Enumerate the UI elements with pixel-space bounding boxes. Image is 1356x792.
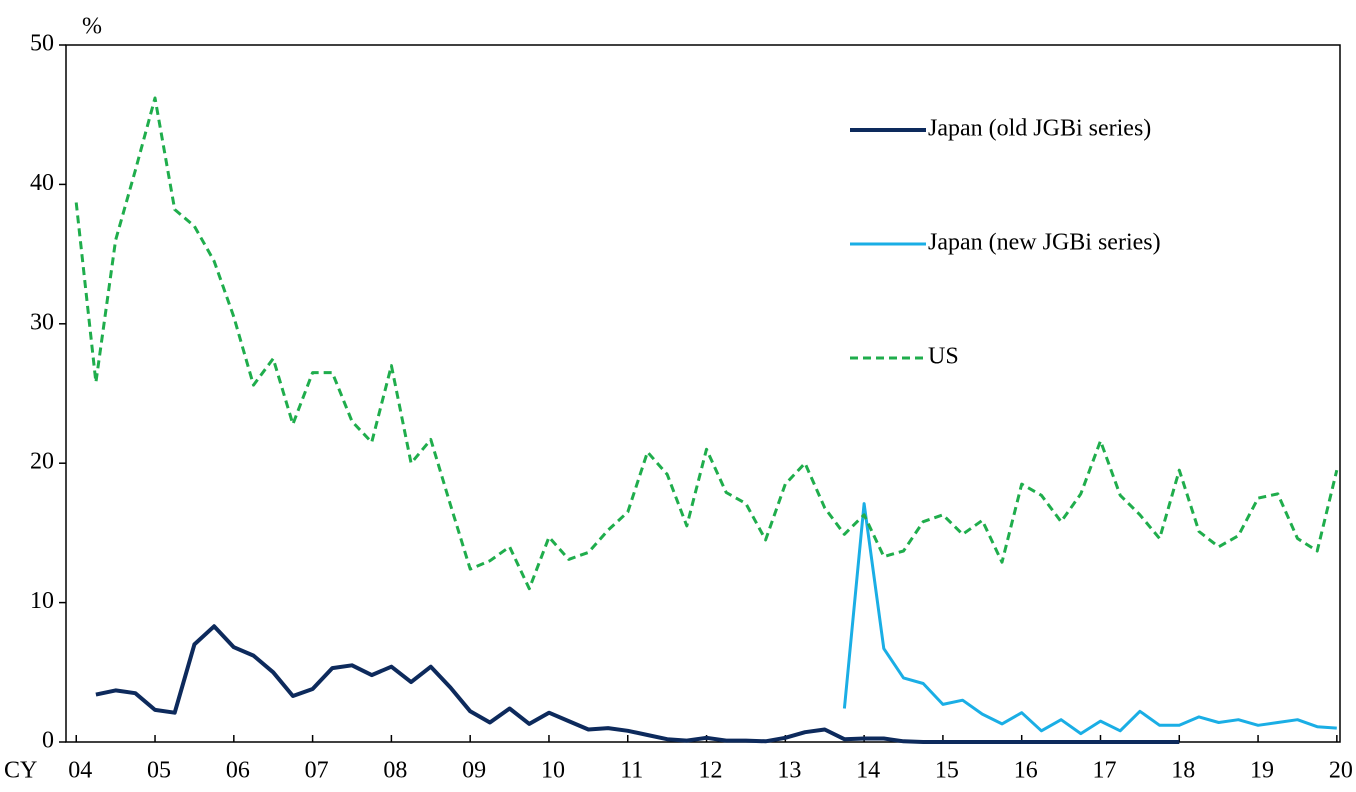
x-tick-label: 18 [1171, 758, 1195, 784]
series-line [842, 502, 1337, 736]
x-tick-label: 09 [462, 758, 486, 784]
plot-frame [65, 44, 1341, 743]
legend-label: Japan (new JGBi series) [928, 230, 1161, 256]
legend-label: US [928, 344, 959, 370]
y-tick-label: 20 [30, 449, 54, 475]
y-tick-label: 40 [30, 170, 54, 196]
series-line [74, 96, 1339, 591]
x-tick-label: 17 [1092, 758, 1116, 784]
x-tick-label: 08 [383, 758, 407, 784]
x-tick-label: 20 [1329, 758, 1353, 784]
x-tick-label: 11 [620, 758, 643, 784]
legend-label: Japan (old JGBi series) [928, 116, 1151, 142]
x-tick-label: 07 [305, 758, 329, 784]
x-tick-label: 05 [147, 758, 171, 784]
y-tick-label: 0 [42, 728, 54, 754]
series-line [95, 624, 1180, 744]
x-tick-label: 15 [935, 758, 959, 784]
y-tick-label: 50 [30, 31, 54, 57]
x-tick-label: 06 [226, 758, 250, 784]
x-tick-label: 16 [1014, 758, 1038, 784]
x-unit-label: CY [4, 758, 37, 784]
x-tick-label: 19 [1250, 758, 1274, 784]
x-tick-label: 14 [856, 758, 880, 784]
y-tick-label: 10 [30, 588, 54, 614]
x-tick-label: 12 [699, 758, 723, 784]
x-tick-label: 04 [68, 758, 92, 784]
y-unit-label: % [82, 14, 102, 40]
x-tick-label: 13 [777, 758, 801, 784]
x-tick-label: 10 [541, 758, 565, 784]
y-tick-label: 30 [30, 309, 54, 335]
